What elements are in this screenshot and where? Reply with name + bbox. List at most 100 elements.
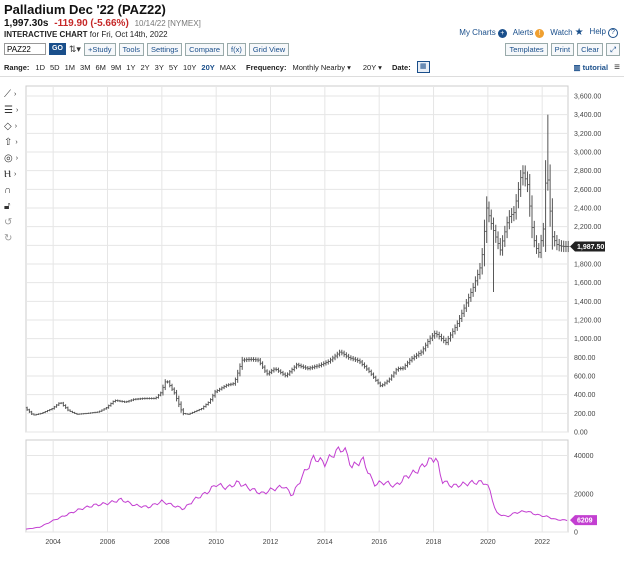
fork-tool-icon[interactable]: Ⲏ › <box>4 168 17 180</box>
range-option[interactable]: 1M <box>64 62 76 72</box>
menu-icon[interactable]: ≡ <box>614 61 620 73</box>
print-button[interactable]: Print <box>550 42 575 56</box>
star-icon: ★ <box>574 27 584 38</box>
last-price-marker <box>570 241 605 252</box>
range-option[interactable]: 20Y <box>201 62 215 72</box>
templates-button[interactable]: Templates <box>505 42 548 56</box>
range-option[interactable]: 1Y <box>126 62 136 72</box>
marker-tool-icon[interactable]: ◎ › <box>4 152 19 164</box>
oi-last-marker <box>570 515 597 526</box>
range-option[interactable]: 6M <box>95 62 106 72</box>
range-option[interactable]: 1D <box>35 62 46 72</box>
price-y-tick: 200.00 <box>574 411 596 418</box>
range-option[interactable]: 2Y <box>140 62 150 72</box>
x-tick: 2008 <box>154 539 170 546</box>
price-timestamp: 10/14/22 [NYMEX] <box>134 19 201 28</box>
price-y-tick: 2,800.00 <box>574 168 601 175</box>
range-label: Range: <box>4 62 30 72</box>
x-tick: 2020 <box>480 539 496 546</box>
expand-icon[interactable]: ⤢ <box>606 42 620 56</box>
undo-icon[interactable]: ↺ <box>4 216 13 228</box>
oi-line <box>25 446 568 530</box>
price-y-tick: 3,400.00 <box>574 112 601 119</box>
price-y-tick: 1,400.00 <box>574 299 601 306</box>
range-option[interactable]: 9M <box>110 62 122 72</box>
price-y-tick: 1,200.00 <box>574 318 601 325</box>
help-link[interactable]: Help? <box>590 27 618 38</box>
tutorial-icon: ▥ <box>573 62 581 72</box>
range-options: 1D 5D 1M 3M 6M 9M 1Y 2Y 3Y 5Y 10Y 20Y MAX <box>35 63 236 72</box>
x-tick: 2018 <box>426 539 442 546</box>
x-tick: 2004 <box>45 539 61 546</box>
price-y-tick: 600.00 <box>574 374 596 381</box>
tutorial-link[interactable]: ▥ tutorial ≡ <box>573 61 620 73</box>
x-tick: 2010 <box>208 539 224 546</box>
x-tick: 2016 <box>371 539 387 546</box>
price-row: 1,997.30s -119.90 (-5.66%) 10/14/22 [NYM… <box>4 18 201 29</box>
my-charts-link[interactable]: My Charts + <box>459 28 507 38</box>
range-option[interactable]: MAX <box>219 62 237 72</box>
frequency-select[interactable]: Monthly Nearby ▾ <box>292 62 351 72</box>
last-price-label: 1,987.50 <box>577 244 604 251</box>
tools-button[interactable]: Tools <box>118 42 145 56</box>
page-title: Palladium Dec '22 (PAZ22) <box>4 2 166 17</box>
range-option[interactable]: 5D <box>50 62 60 72</box>
compare-button[interactable]: Compare <box>185 42 224 56</box>
alerts-link[interactable]: Alerts! <box>513 28 545 38</box>
date-label: Date: <box>391 62 411 72</box>
range-option[interactable]: 3M <box>80 62 91 72</box>
study-button[interactable]: +Study <box>83 42 116 56</box>
oi-y-tick: 20000 <box>574 491 594 498</box>
line-tool-icon[interactable]: ⟋ › <box>4 88 17 100</box>
range-option[interactable]: 5Y <box>168 62 179 72</box>
oi-last-label: 6209 <box>577 518 593 525</box>
x-tick: 2006 <box>100 539 116 546</box>
chevron-down-icon: ▾ <box>378 62 382 72</box>
settings-button[interactable]: Settings <box>147 42 183 56</box>
calendar-icon[interactable]: ▦ <box>416 61 430 73</box>
price-change: -119.90 (-5.66%) <box>54 18 129 29</box>
divider <box>0 76 624 77</box>
price-y-tick: 0.00 <box>574 430 588 437</box>
alert-icon: ! <box>535 28 545 38</box>
magnet-icon[interactable]: ∩ <box>4 184 12 196</box>
compare-arrows-icon[interactable]: ⇅▾ <box>68 43 81 54</box>
range-option[interactable]: 10Y <box>183 62 197 72</box>
symbol-input[interactable] <box>4 43 46 55</box>
price-y-tick: 3,000.00 <box>574 150 601 157</box>
shape-tool-icon[interactable]: ◇ › <box>4 120 18 132</box>
grid-view-button[interactable]: Grid View <box>248 42 290 56</box>
watch-link[interactable]: Watch ★ <box>550 27 584 38</box>
period-select[interactable]: 20Y ▾ <box>362 62 382 72</box>
price-y-tick: 2,400.00 <box>574 206 601 213</box>
fib-tool-icon[interactable]: ☰ › <box>4 104 19 116</box>
price-y-tick: 1,600.00 <box>574 280 601 287</box>
x-tick: 2014 <box>317 539 333 546</box>
oi-y-tick: 0 <box>574 530 578 537</box>
price-y-tick: 1,800.00 <box>574 262 601 269</box>
oi-y-tick: 40000 <box>574 453 594 460</box>
frequency-label: Frequency: <box>246 62 287 72</box>
price-y-tick: 3,200.00 <box>574 131 601 138</box>
price-y-tick: 400.00 <box>574 392 596 399</box>
redo-icon[interactable]: ↻ <box>4 232 13 244</box>
arrow-tool-icon[interactable]: ⇧ › <box>4 136 18 148</box>
help-icon: ? <box>608 28 618 38</box>
x-tick: 2012 <box>263 539 279 546</box>
range-option[interactable]: 3Y <box>154 62 164 72</box>
go-button[interactable]: GO <box>49 43 66 55</box>
price-y-tick: 800.00 <box>574 355 596 362</box>
clear-button[interactable]: Clear <box>577 42 603 56</box>
drawing-tools: ⟋ › ☰ › ◇ › ⇧ › ◎ › Ⲏ › ∩ 🔓︎ ↺ ↻ <box>4 86 24 246</box>
price-y-tick: 3,600.00 <box>574 94 601 101</box>
price-y-tick: 2,600.00 <box>574 187 601 194</box>
last-price: 1,997.30s <box>4 18 49 29</box>
toolbar: GO ⇅▾ +Study Tools Settings Compare f(x)… <box>4 42 620 56</box>
chevron-down-icon: ▾ <box>347 62 351 72</box>
chart-subtitle: INTERACTIVE CHART for Fri, Oct 14th, 202… <box>4 30 168 39</box>
lock-icon[interactable]: 🔓︎ <box>4 200 11 212</box>
price-y-tick: 1,000.00 <box>574 336 601 343</box>
fx-button[interactable]: f(x) <box>227 42 246 56</box>
price-y-tick: 2,200.00 <box>574 224 601 231</box>
